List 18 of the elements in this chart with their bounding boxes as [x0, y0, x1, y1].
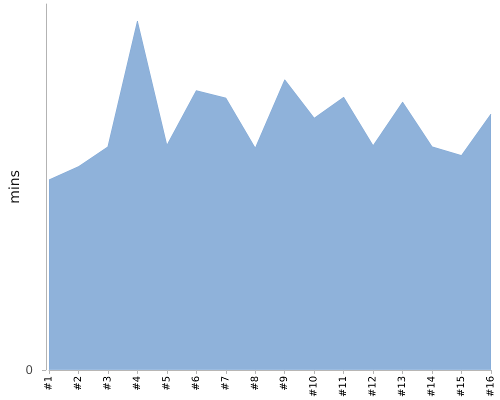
y-axis-title: mins — [7, 170, 23, 204]
x-tick-label: #5 — [161, 376, 172, 391]
x-tick-label: #8 — [250, 376, 261, 391]
x-tick-label: #2 — [72, 376, 84, 391]
x-tick-label: #4 — [132, 376, 143, 391]
x-tick-label: #1 — [44, 376, 54, 391]
x-tick-label: #9 — [279, 376, 290, 391]
x-tick-label: #10 — [308, 376, 320, 398]
x-tick-label: #3 — [102, 376, 114, 391]
x-tick-label: #7 — [220, 376, 232, 391]
x-tick-label: #14 — [426, 376, 438, 398]
x-tick-label: #6 — [190, 376, 202, 391]
x-tick-label: #15 — [456, 376, 468, 398]
x-tick-label: #12 — [368, 376, 379, 398]
x-tick-label: #13 — [397, 376, 408, 398]
x-tick-label: #11 — [338, 376, 350, 398]
text: 0 — [25, 362, 33, 377]
x-tick-label: #16 — [486, 376, 496, 398]
